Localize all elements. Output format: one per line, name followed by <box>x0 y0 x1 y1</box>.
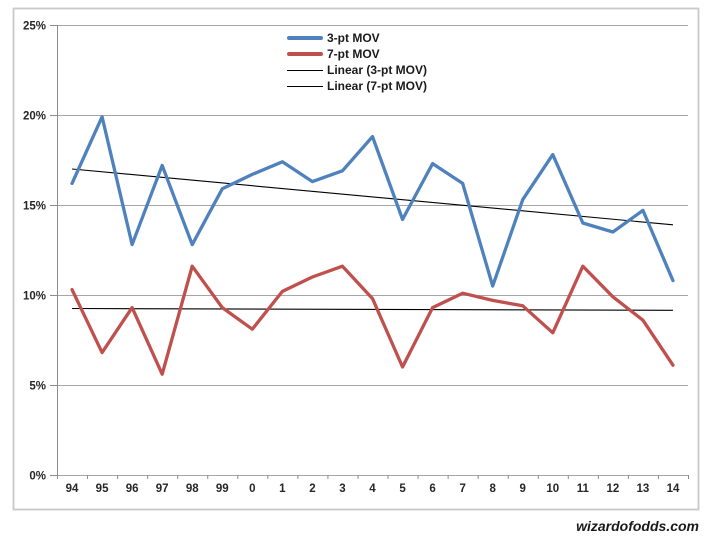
legend-label: Linear (3-pt MOV) <box>327 63 428 77</box>
x-axis-label: 13 <box>637 483 650 495</box>
trendline-0 <box>71 168 674 226</box>
trendline-1 <box>72 307 673 311</box>
series-line-0 <box>70 115 675 288</box>
series-line-1 <box>70 264 675 376</box>
x-axis-label: 4 <box>369 483 376 495</box>
y-axis-label: 10% <box>23 291 46 303</box>
x-axis-label: 5 <box>399 483 406 495</box>
x-axis-label: 11 <box>577 483 590 495</box>
x-axis-label: 98 <box>186 483 199 495</box>
chart-frame <box>12 7 700 511</box>
chart-legend: 3-pt MOV 7-pt MOV Linear (3-pt MOV) Line… <box>287 30 427 94</box>
x-axis-label: 10 <box>546 483 559 495</box>
x-axis-label: 99 <box>216 483 229 495</box>
x-axis-label: 3 <box>339 483 345 495</box>
legend-item-7pt: 7-pt MOV <box>287 46 427 62</box>
y-axis-label: 20% <box>23 111 46 123</box>
x-axis-label: 2 <box>309 483 315 495</box>
legend-line-swatch-linear-3pt <box>287 69 323 71</box>
x-axis-label: 8 <box>489 483 496 495</box>
x-axis-label: 12 <box>606 483 619 495</box>
y-axis-label: 5% <box>29 381 46 393</box>
x-axis-label: 9 <box>520 483 526 495</box>
legend-label: 7-pt MOV <box>327 47 380 61</box>
x-axis-label: 14 <box>667 483 680 495</box>
x-axis-label: 95 <box>96 483 109 495</box>
x-axis-label: 7 <box>459 483 465 495</box>
x-axis-label: 0 <box>249 483 255 495</box>
legend-line-swatch-7pt <box>287 52 323 56</box>
legend-line-swatch-linear-7pt <box>287 85 323 87</box>
x-axis-label: 1 <box>279 483 286 495</box>
legend-line-swatch-3pt <box>287 36 323 40</box>
legend-label: 3-pt MOV <box>327 31 380 45</box>
x-axis-label: 97 <box>156 483 169 495</box>
y-axis-label: 0% <box>29 471 46 483</box>
x-axis-label: 94 <box>66 483 79 495</box>
x-axis-label: 6 <box>429 483 435 495</box>
legend-label: Linear (7-pt MOV) <box>327 79 428 93</box>
legend-item-linear-7pt: Linear (7-pt MOV) <box>287 78 427 94</box>
x-axis-label: 96 <box>126 483 139 495</box>
y-axis-label: 15% <box>23 201 46 213</box>
legend-item-3pt: 3-pt MOV <box>287 30 427 46</box>
watermark: wizardofodds.com <box>576 518 699 534</box>
y-axis-label: 25% <box>23 21 46 33</box>
legend-item-linear-3pt: Linear (3-pt MOV) <box>287 62 427 78</box>
